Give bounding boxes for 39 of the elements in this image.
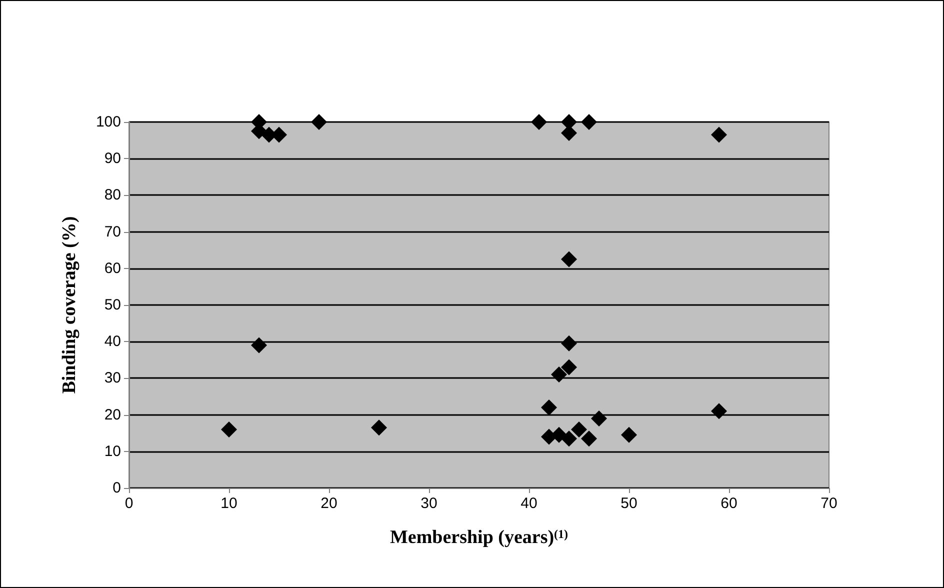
y-tick-label: 60	[104, 260, 121, 277]
y-tick-label: 80	[104, 186, 121, 204]
point	[221, 421, 237, 438]
y-tick-label: 20	[104, 406, 121, 424]
point	[541, 399, 557, 416]
point	[581, 430, 597, 447]
x-tick-label: 50	[620, 495, 638, 512]
point	[561, 359, 577, 376]
y-tick-label: 0	[112, 480, 121, 496]
y-tick-label: 50	[104, 296, 121, 314]
point	[561, 430, 577, 447]
y-tick-label: 40	[104, 333, 121, 350]
x-tick-label: 40	[520, 495, 538, 512]
y-tick-label: 10	[104, 442, 121, 460]
point	[531, 114, 547, 130]
y-axis-title: Binding coverage (%)	[59, 216, 80, 394]
x-tick-label: 60	[720, 495, 738, 512]
point	[311, 114, 327, 130]
y-tick-label: 90	[104, 150, 121, 168]
point	[591, 410, 607, 426]
point	[551, 366, 567, 383]
point	[251, 337, 267, 354]
point	[551, 426, 567, 443]
y-tick-label: 70	[104, 223, 121, 240]
x-tick-label: 30	[420, 495, 438, 512]
y-tick-label: 100	[96, 114, 121, 130]
point	[561, 335, 577, 352]
x-tick-label: 0	[124, 495, 134, 512]
point	[621, 426, 637, 443]
point	[711, 403, 727, 420]
point	[371, 420, 387, 436]
x-tick-label: 20	[320, 495, 338, 512]
x-tick-label: 10	[220, 495, 238, 512]
point	[571, 421, 587, 438]
point	[581, 114, 597, 130]
point	[561, 251, 577, 268]
y-tick-label: 30	[104, 370, 121, 387]
x-tick-label: 70	[820, 495, 838, 512]
point	[711, 126, 727, 143]
